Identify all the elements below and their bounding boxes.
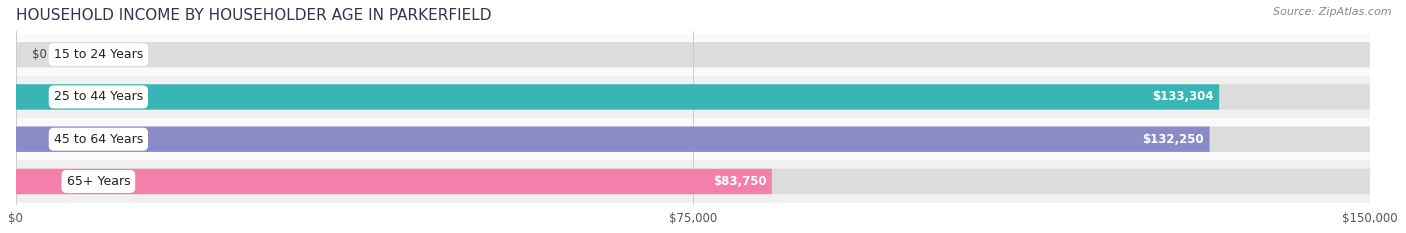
FancyBboxPatch shape bbox=[15, 169, 772, 194]
FancyBboxPatch shape bbox=[15, 127, 1209, 152]
FancyBboxPatch shape bbox=[14, 118, 1371, 160]
Text: $133,304: $133,304 bbox=[1152, 90, 1213, 103]
FancyBboxPatch shape bbox=[15, 84, 1219, 110]
Text: $83,750: $83,750 bbox=[713, 175, 766, 188]
FancyBboxPatch shape bbox=[15, 84, 1369, 110]
Text: 25 to 44 Years: 25 to 44 Years bbox=[53, 90, 143, 103]
FancyBboxPatch shape bbox=[15, 169, 1369, 194]
Text: 45 to 64 Years: 45 to 64 Years bbox=[53, 133, 143, 146]
Text: 15 to 24 Years: 15 to 24 Years bbox=[53, 48, 143, 61]
Text: 65+ Years: 65+ Years bbox=[66, 175, 131, 188]
Text: $0: $0 bbox=[32, 48, 46, 61]
FancyBboxPatch shape bbox=[15, 42, 1369, 67]
FancyBboxPatch shape bbox=[14, 76, 1371, 118]
FancyBboxPatch shape bbox=[14, 160, 1371, 203]
Text: Source: ZipAtlas.com: Source: ZipAtlas.com bbox=[1274, 7, 1392, 17]
Text: HOUSEHOLD INCOME BY HOUSEHOLDER AGE IN PARKERFIELD: HOUSEHOLD INCOME BY HOUSEHOLDER AGE IN P… bbox=[15, 8, 491, 23]
FancyBboxPatch shape bbox=[15, 127, 1369, 152]
Text: $132,250: $132,250 bbox=[1143, 133, 1204, 146]
FancyBboxPatch shape bbox=[14, 34, 1371, 76]
